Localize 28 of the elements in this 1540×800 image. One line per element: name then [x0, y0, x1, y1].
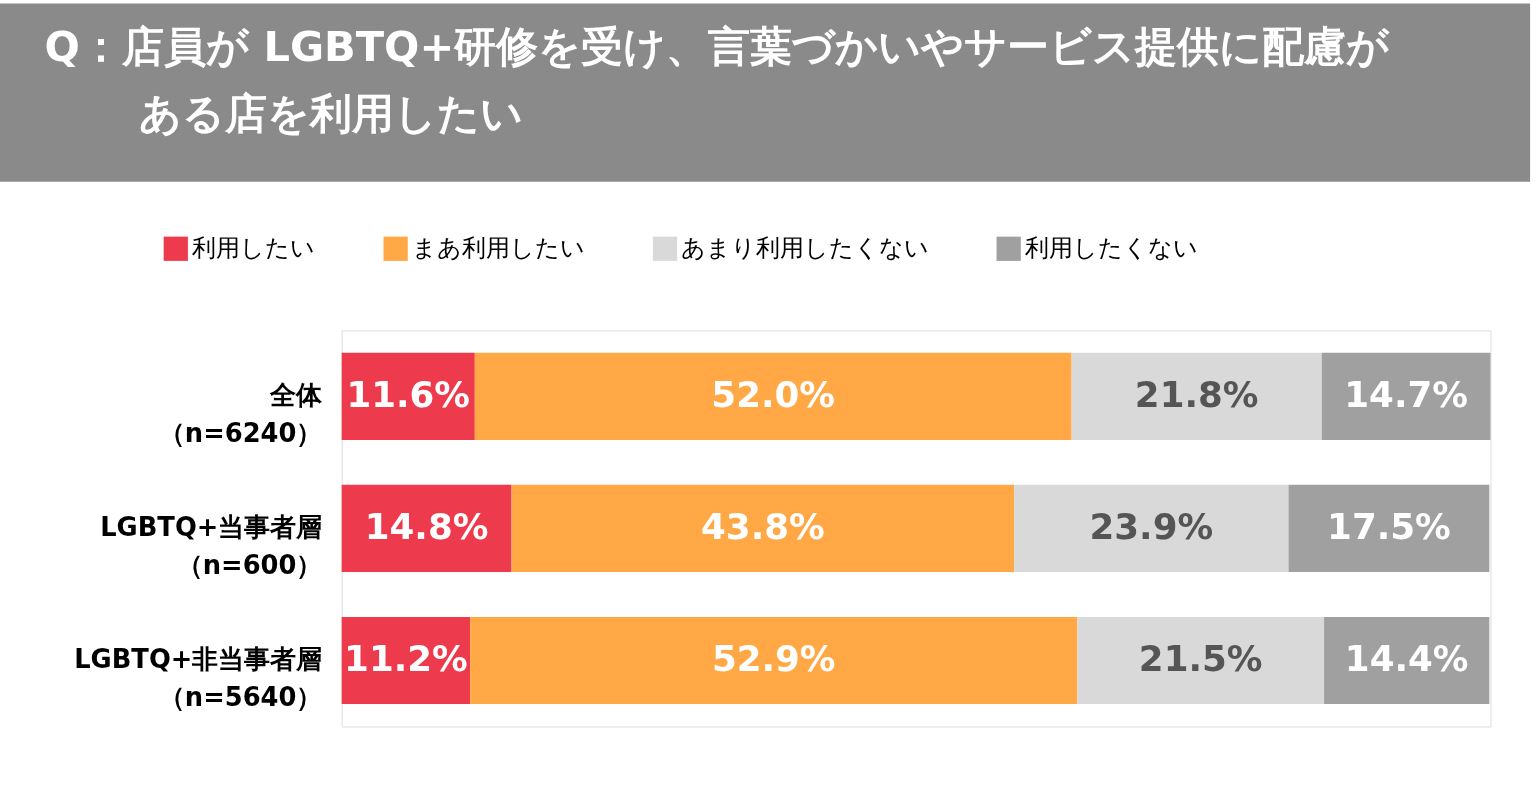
data-label: 11.6%: [346, 374, 471, 416]
legend-label: まあ利用したい: [411, 233, 585, 262]
y-tick-label: LGBTQ+非当事者層（n=5640）: [74, 644, 323, 713]
data-label: 14.4%: [1344, 638, 1469, 680]
y-tick-label: LGBTQ+当事者層（n=600）: [100, 512, 323, 580]
bar: [1288, 484, 1490, 572]
bar: [1321, 352, 1491, 440]
data-label: 14.7%: [1344, 374, 1468, 416]
data-label: 23.9%: [1089, 506, 1214, 548]
bar: [1014, 484, 1289, 572]
data-label: 14.8%: [364, 506, 489, 548]
bar: [1077, 616, 1325, 705]
bar: [474, 352, 1072, 440]
data-label: 52.9%: [711, 638, 836, 680]
data-label: 43.8%: [701, 506, 825, 548]
data-label: 11.2%: [344, 638, 468, 680]
data-label: 17.5%: [1327, 506, 1451, 548]
legend-label: あまり利用したくない: [681, 233, 930, 262]
legend-label: 利用したくない: [1025, 233, 1199, 262]
legend-label: 利用したい: [192, 233, 316, 262]
y-tick-label: 全体（n=6240）: [158, 380, 324, 448]
data-label: 21.5%: [1138, 638, 1263, 680]
bar: [1071, 352, 1322, 440]
chart-title: Q：店員が LGBTQ+研修を受け、言葉づかいやサービス提供に配慮がある店を利用したい: [44, 21, 1391, 139]
bar: [511, 484, 1015, 572]
data-label: 21.8%: [1134, 374, 1259, 416]
data-label: 52.0%: [711, 374, 836, 416]
bar: [470, 616, 1078, 705]
